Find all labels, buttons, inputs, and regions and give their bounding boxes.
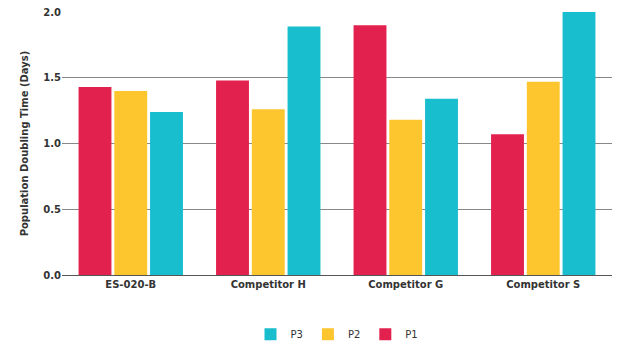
svg-text:1.0: 1.0: [43, 138, 61, 149]
svg-text:0.5: 0.5: [43, 204, 61, 215]
svg-text:1.5: 1.5: [43, 72, 61, 83]
svg-text:Competitor H: Competitor H: [231, 279, 306, 290]
svg-text:ES-020-B: ES-020-B: [105, 279, 156, 290]
svg-text:P3: P3: [291, 329, 303, 340]
svg-text:2.0: 2.0: [43, 7, 61, 18]
svg-text:P1: P1: [405, 329, 417, 340]
svg-text:Competitor S: Competitor S: [506, 279, 580, 290]
svg-text:Population Doubling Time (Days: Population Doubling Time (Days): [19, 51, 30, 237]
svg-text:0.0: 0.0: [43, 270, 61, 281]
svg-text:P2: P2: [348, 329, 360, 340]
svg-text:Competitor G: Competitor G: [368, 279, 443, 290]
